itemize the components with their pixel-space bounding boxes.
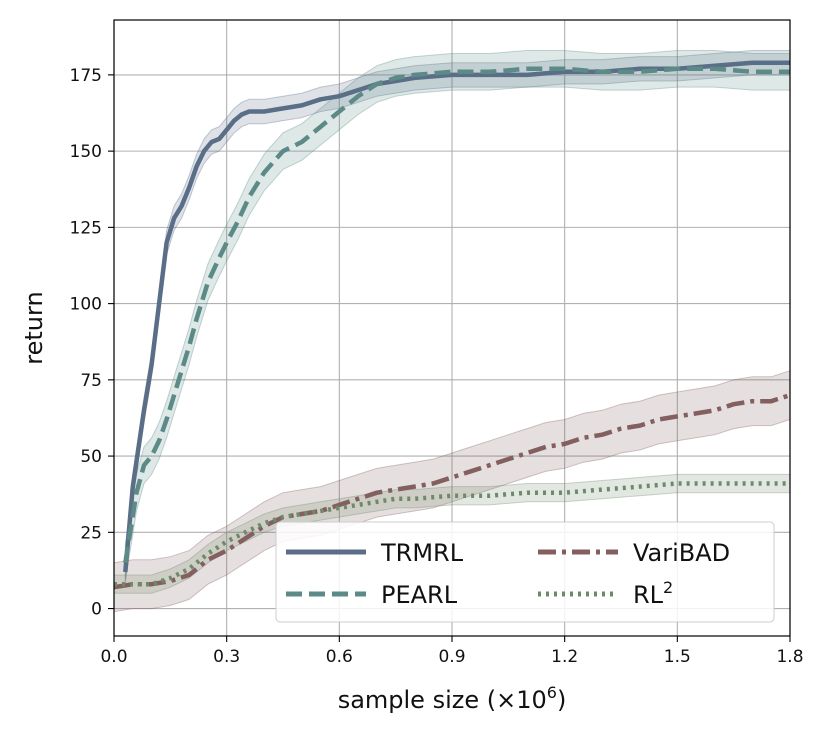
y-tick-label: 125 (70, 218, 102, 238)
x-tick-label: 0.6 (326, 647, 353, 667)
x-tick-label: 1.5 (664, 647, 691, 667)
legend-label-trmrl: TRMRL (380, 539, 464, 567)
x-tick-label: 0.0 (100, 647, 127, 667)
y-tick-label: 175 (70, 66, 102, 86)
y-tick-label: 0 (91, 600, 102, 620)
legend-label-pearl: PEARL (381, 581, 458, 609)
legend: TRMRL VariBAD PEARL RL2 (275, 521, 775, 623)
legend-label-rl: RL2 (633, 578, 673, 609)
x-axis-ticks: 0.0 0.3 0.6 0.9 1.2 1.5 1.8 (100, 636, 804, 667)
legend-label-varibad: VariBAD (633, 539, 730, 567)
x-tick-label: 0.3 (213, 647, 240, 667)
x-tick-label: 1.8 (776, 647, 803, 667)
x-tick-label: 0.9 (438, 647, 465, 667)
line-varibad (113, 392, 791, 590)
grid-lines (113, 20, 791, 636)
y-tick-label: 25 (80, 523, 102, 543)
line-trmrl (123, 60, 790, 573)
legend-box (275, 521, 775, 623)
x-tick-label: 1.2 (551, 647, 578, 667)
y-axis-ticks: 0 25 50 75 100 125 150 175 (70, 66, 114, 620)
y-tick-label: 50 (80, 447, 102, 467)
y-tick-label: 150 (70, 142, 102, 162)
y-tick-label: 100 (70, 295, 102, 315)
line-pearl (123, 66, 790, 564)
series-lines (113, 60, 791, 590)
y-tick-label: 75 (80, 371, 102, 391)
y-axis-label: return (20, 291, 48, 364)
x-axis-label: sample size (×106) (338, 683, 567, 714)
